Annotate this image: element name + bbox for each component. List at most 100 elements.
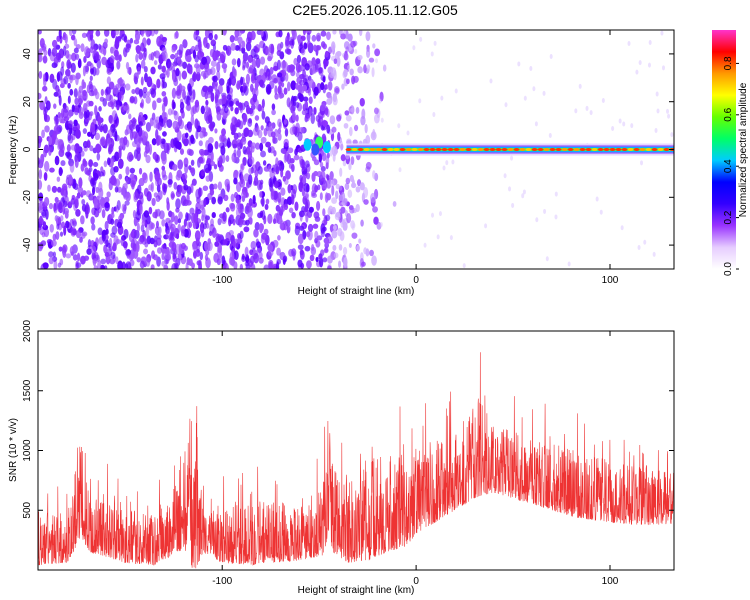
spectrogram-cell	[279, 251, 286, 261]
spectrogram-cell	[372, 43, 376, 49]
spectrogram-cell	[288, 117, 293, 123]
spectrogram-cell	[332, 92, 337, 103]
spectrogram-cell	[274, 85, 278, 96]
spectrogram-cell	[216, 247, 223, 259]
spectrogram-cell	[333, 252, 339, 259]
signal-peak	[411, 148, 418, 151]
spectrogram-cell	[82, 128, 88, 135]
spectrogram-cell	[304, 63, 310, 71]
spectrogram-cell	[161, 76, 166, 83]
spectrogram-cell	[217, 84, 223, 95]
spectrogram-cell	[156, 78, 161, 89]
spectrogram-cell	[319, 161, 324, 168]
spectrogram-cell	[103, 30, 110, 37]
spectrogram-cell	[148, 222, 155, 230]
spectrogram-cell	[309, 254, 315, 262]
spectrogram-cell	[302, 84, 308, 92]
signal-peak	[489, 148, 496, 151]
spectrogram-cell	[298, 225, 305, 231]
spectrogram-cell	[55, 231, 60, 240]
spectrogram-x-tick-label: 100	[602, 275, 619, 286]
spectrogram-cell	[611, 125, 615, 131]
spectrogram-cell	[175, 173, 182, 181]
spectrogram-cell	[652, 251, 656, 257]
spectrogram-cell	[38, 215, 44, 225]
signal-peak	[585, 148, 592, 151]
spectrogram-cell	[343, 52, 349, 61]
spectrogram-cell	[299, 250, 305, 260]
spectrogram-cell	[148, 206, 153, 215]
spectrogram-cell	[66, 123, 73, 130]
spectrogram-cell	[75, 129, 81, 139]
spectrogram-cell	[532, 86, 536, 92]
spectrogram-cell	[99, 96, 105, 102]
spectrogram-cell	[263, 127, 268, 137]
spectrogram-cell	[229, 87, 233, 94]
spectrogram-cell	[670, 132, 674, 138]
spectrogram-cell	[150, 264, 155, 269]
spectrogram-cell	[166, 68, 170, 78]
spectrogram-cell	[345, 78, 350, 85]
spectrogram-cell	[60, 160, 66, 167]
spectrogram-cell	[350, 40, 356, 48]
spectrogram-cell	[285, 170, 291, 180]
spectrogram-cell	[271, 109, 276, 116]
spectrogram-cell	[70, 251, 74, 257]
spectrogram-cell	[41, 129, 45, 139]
spectrogram-cell	[273, 150, 277, 157]
spectrogram-cell	[163, 116, 168, 123]
spectrogram-cell	[248, 167, 254, 175]
spectrogram-cell	[80, 232, 86, 239]
spectrogram-cell	[372, 170, 376, 179]
spectrogram-cell	[322, 257, 328, 263]
spectrogram-cell	[130, 230, 135, 238]
spectrogram-cell	[508, 186, 512, 192]
spectrogram-cell	[328, 205, 333, 212]
spectrogram-cell	[170, 193, 175, 199]
spectrogram-cell	[38, 70, 43, 79]
spectrogram-cell	[238, 120, 244, 130]
spectrogram-cell	[248, 174, 253, 185]
spectrogram-cell	[125, 83, 131, 91]
spectrogram-cell	[177, 115, 183, 127]
spectrogram-cell	[68, 174, 73, 185]
spectrogram-cell	[192, 71, 197, 83]
spectrogram-cell	[304, 245, 311, 252]
spectrogram-cell	[337, 227, 343, 237]
spectrogram-cell	[57, 111, 61, 118]
spectrogram-cell	[171, 87, 177, 99]
spectrogram-cell	[204, 241, 209, 251]
spectrogram-cell	[287, 224, 291, 233]
spectrogram-cell	[440, 95, 444, 101]
spectrogram-cell	[313, 44, 317, 52]
spectrogram-cell	[291, 194, 295, 205]
spectrogram-cell	[291, 211, 296, 219]
spectrogram-cell	[67, 132, 72, 142]
spectrogram-cell	[308, 206, 314, 213]
spectrogram-cell	[369, 249, 374, 257]
spectrogram-cell	[190, 114, 195, 126]
spectrogram-cell	[38, 92, 42, 100]
spectrogram-cell	[82, 81, 87, 89]
spectrogram-cell	[242, 145, 247, 155]
spectrogram-cell	[342, 160, 347, 167]
spectrogram-cell	[207, 142, 214, 154]
spectrogram-cell	[208, 136, 214, 144]
spectrogram-cell	[398, 167, 402, 173]
spectrogram-cell	[182, 178, 188, 186]
spectrogram-cell	[173, 110, 179, 121]
spectrogram-cell	[296, 54, 302, 64]
spectrogram-cell	[180, 242, 186, 250]
spectrogram-cell	[186, 54, 192, 63]
spectrogram-cell	[340, 33, 347, 40]
spectrogram-cell	[120, 236, 125, 247]
spectrogram-cell	[69, 218, 74, 227]
spectrogram-cell	[233, 149, 237, 158]
spectrogram-cell	[185, 212, 189, 222]
spectrogram-cell	[180, 229, 186, 237]
spectrogram-cell	[349, 126, 353, 137]
spectrogram-cell	[350, 182, 357, 189]
spectrogram-cell	[130, 180, 136, 188]
spectrogram-cell	[306, 260, 312, 269]
spectrogram-cell	[176, 184, 183, 194]
